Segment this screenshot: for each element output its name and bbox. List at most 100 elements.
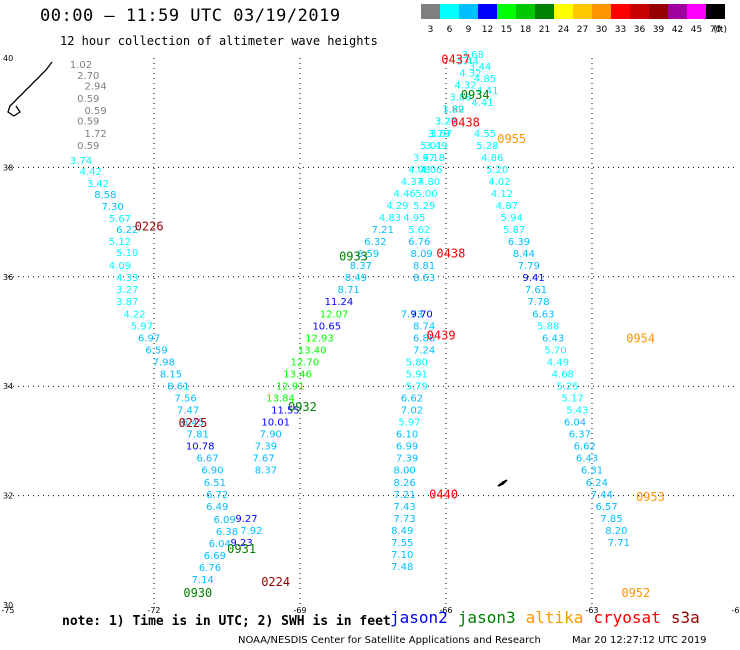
- wave-height-label: 10.78: [186, 442, 215, 453]
- wave-height-label: 4.41: [471, 98, 493, 109]
- wave-height-label: 7.21: [372, 225, 394, 236]
- wave-height-label: 7.92: [240, 526, 262, 537]
- colorbar-tick-label: 18: [520, 25, 532, 35]
- wave-height-label: 2.94: [84, 82, 106, 93]
- wave-height-label: 4.80: [418, 177, 440, 188]
- x-tick-label: -60: [731, 606, 740, 615]
- wave-height-label: 7.90: [260, 430, 282, 441]
- wave-height-label: 8.49: [391, 526, 413, 537]
- wave-height-label: 9.23: [230, 538, 252, 549]
- wave-height-label: 3.42: [87, 179, 109, 190]
- wave-height-label: 7.10: [391, 550, 413, 561]
- wave-height-label: 12.70: [291, 357, 320, 368]
- wave-height-label: 7.39: [255, 442, 277, 453]
- y-tick-label: 40: [3, 54, 13, 63]
- wave-height-label: 5.43: [566, 406, 588, 417]
- wave-height-label: 5.10: [116, 248, 138, 259]
- pass-time-label: 0440: [429, 487, 458, 501]
- wave-height-label: 7.02: [401, 406, 423, 417]
- wave-height-label: 6.62: [401, 394, 423, 405]
- x-tick-label: -66: [439, 606, 452, 615]
- pass-time-label: 0439: [427, 329, 456, 343]
- pass-time-label: 0934: [461, 88, 490, 102]
- wave-height-label: 5.62: [408, 225, 430, 236]
- wave-height-label: 7.61: [525, 285, 547, 296]
- y-tick-label: 34: [3, 382, 13, 391]
- y-tick-label: 32: [3, 492, 13, 501]
- chart-subtitle: 12 hour collection of altimeter wave hei…: [60, 34, 378, 48]
- colorbar-swatch: [573, 4, 592, 19]
- wave-height-label: 5.80: [406, 357, 428, 368]
- wave-height-label: 5.97: [131, 321, 153, 332]
- wave-height-label: 8.15: [160, 369, 182, 380]
- footer: NOAA/NESDIS Center for Satellite Applica…: [238, 635, 707, 646]
- wave-height-label: 5.44: [457, 57, 479, 68]
- wave-height-label: 6.59: [145, 345, 167, 356]
- colorbar-tick-label: 45: [691, 25, 702, 35]
- wave-height-label: 6.59: [357, 249, 379, 260]
- pass-time-label: 0224: [261, 575, 290, 589]
- colorbar-tick-label: 21: [539, 25, 550, 35]
- colorbar-swatch: [535, 4, 554, 19]
- wave-height-label: 7.73: [394, 514, 416, 525]
- wave-height-label: 6.22: [116, 225, 138, 236]
- colorbar-tick-label: 24: [558, 25, 570, 35]
- wave-height-label: 3.29: [435, 117, 457, 128]
- wave-height-label: 7.30: [102, 202, 124, 213]
- wave-height-label: 1.82: [442, 105, 464, 116]
- wave-height-label: 4.29: [386, 201, 408, 212]
- wave-height-label: 5.25: [557, 381, 579, 392]
- wave-height-label: 7.43: [394, 502, 416, 513]
- wave-height-label: 5.12: [109, 237, 131, 248]
- wave-height-label: 11.55: [271, 406, 300, 417]
- colorbar-swatch: [649, 4, 668, 19]
- wave-height-label: 6.49: [206, 502, 228, 513]
- wave-height-label: 6.69: [204, 551, 226, 562]
- wave-height-label: 8.37: [255, 466, 277, 477]
- wave-height-label: 6.99: [396, 442, 418, 453]
- colorbar-tick-label: 12: [482, 25, 493, 35]
- wave-height-label: 0.59: [77, 117, 99, 128]
- footer-credit: NOAA/NESDIS Center for Satellite Applica…: [238, 635, 541, 646]
- wave-height-label: 9.27: [235, 514, 257, 525]
- satellite-legend-item: altika: [525, 608, 584, 627]
- wave-height-label: 4.18: [423, 153, 445, 164]
- wave-height-label: 12.93: [305, 333, 334, 344]
- wave-height-label: 7.39: [396, 454, 418, 465]
- wave-height-label: 7.79: [518, 261, 540, 272]
- colorbar-swatch: [706, 4, 725, 19]
- wave-height-label: 3.79: [428, 129, 450, 140]
- wave-height-label: 8.74: [413, 321, 435, 332]
- pass-time-label: 0226: [135, 219, 164, 233]
- wave-height-label: 3.49: [425, 141, 447, 152]
- satellite-legend-item: jason2: [390, 608, 448, 627]
- pass-time-label: 0930: [183, 586, 212, 600]
- wave-height-label: 4.22: [123, 309, 145, 320]
- pass-time-label: 0225: [178, 416, 207, 430]
- colorbar-tick-label: 30: [596, 25, 608, 35]
- chart-title: 00:00 – 11:59 UTC 03/19/2019: [40, 6, 341, 26]
- wave-height-label: 4.09: [109, 261, 131, 272]
- wave-height-label: 5.79: [406, 381, 428, 392]
- colorbar-swatch: [668, 4, 687, 19]
- wave-height-label: 13.40: [298, 345, 327, 356]
- grid: [8, 58, 738, 605]
- wave-height-label: 6.86: [413, 333, 435, 344]
- coastline: [7, 61, 53, 117]
- wave-height-label: 5.00: [415, 189, 437, 200]
- wave-height-label: 5.91: [406, 369, 428, 380]
- x-tick-label: -63: [585, 606, 598, 615]
- x-tick-label: -72: [147, 606, 160, 615]
- wave-height-label: 8.81: [413, 261, 435, 272]
- wave-height-label: 6.63: [532, 309, 554, 320]
- wave-height-label: 6.09: [213, 515, 235, 526]
- wave-height-label: 3.97: [413, 153, 435, 164]
- wave-height-label: 8.61: [167, 381, 189, 392]
- wave-height-label: 8.20: [605, 526, 627, 537]
- wave-height-label: 13.46: [283, 369, 312, 380]
- wave-height-label: 3.88: [449, 93, 471, 104]
- satellite-legend: jason2 jason3 altika cryosat s3a: [390, 608, 710, 627]
- wave-height-label: 3.74: [70, 156, 92, 167]
- wave-height-label: 4.37: [401, 177, 423, 188]
